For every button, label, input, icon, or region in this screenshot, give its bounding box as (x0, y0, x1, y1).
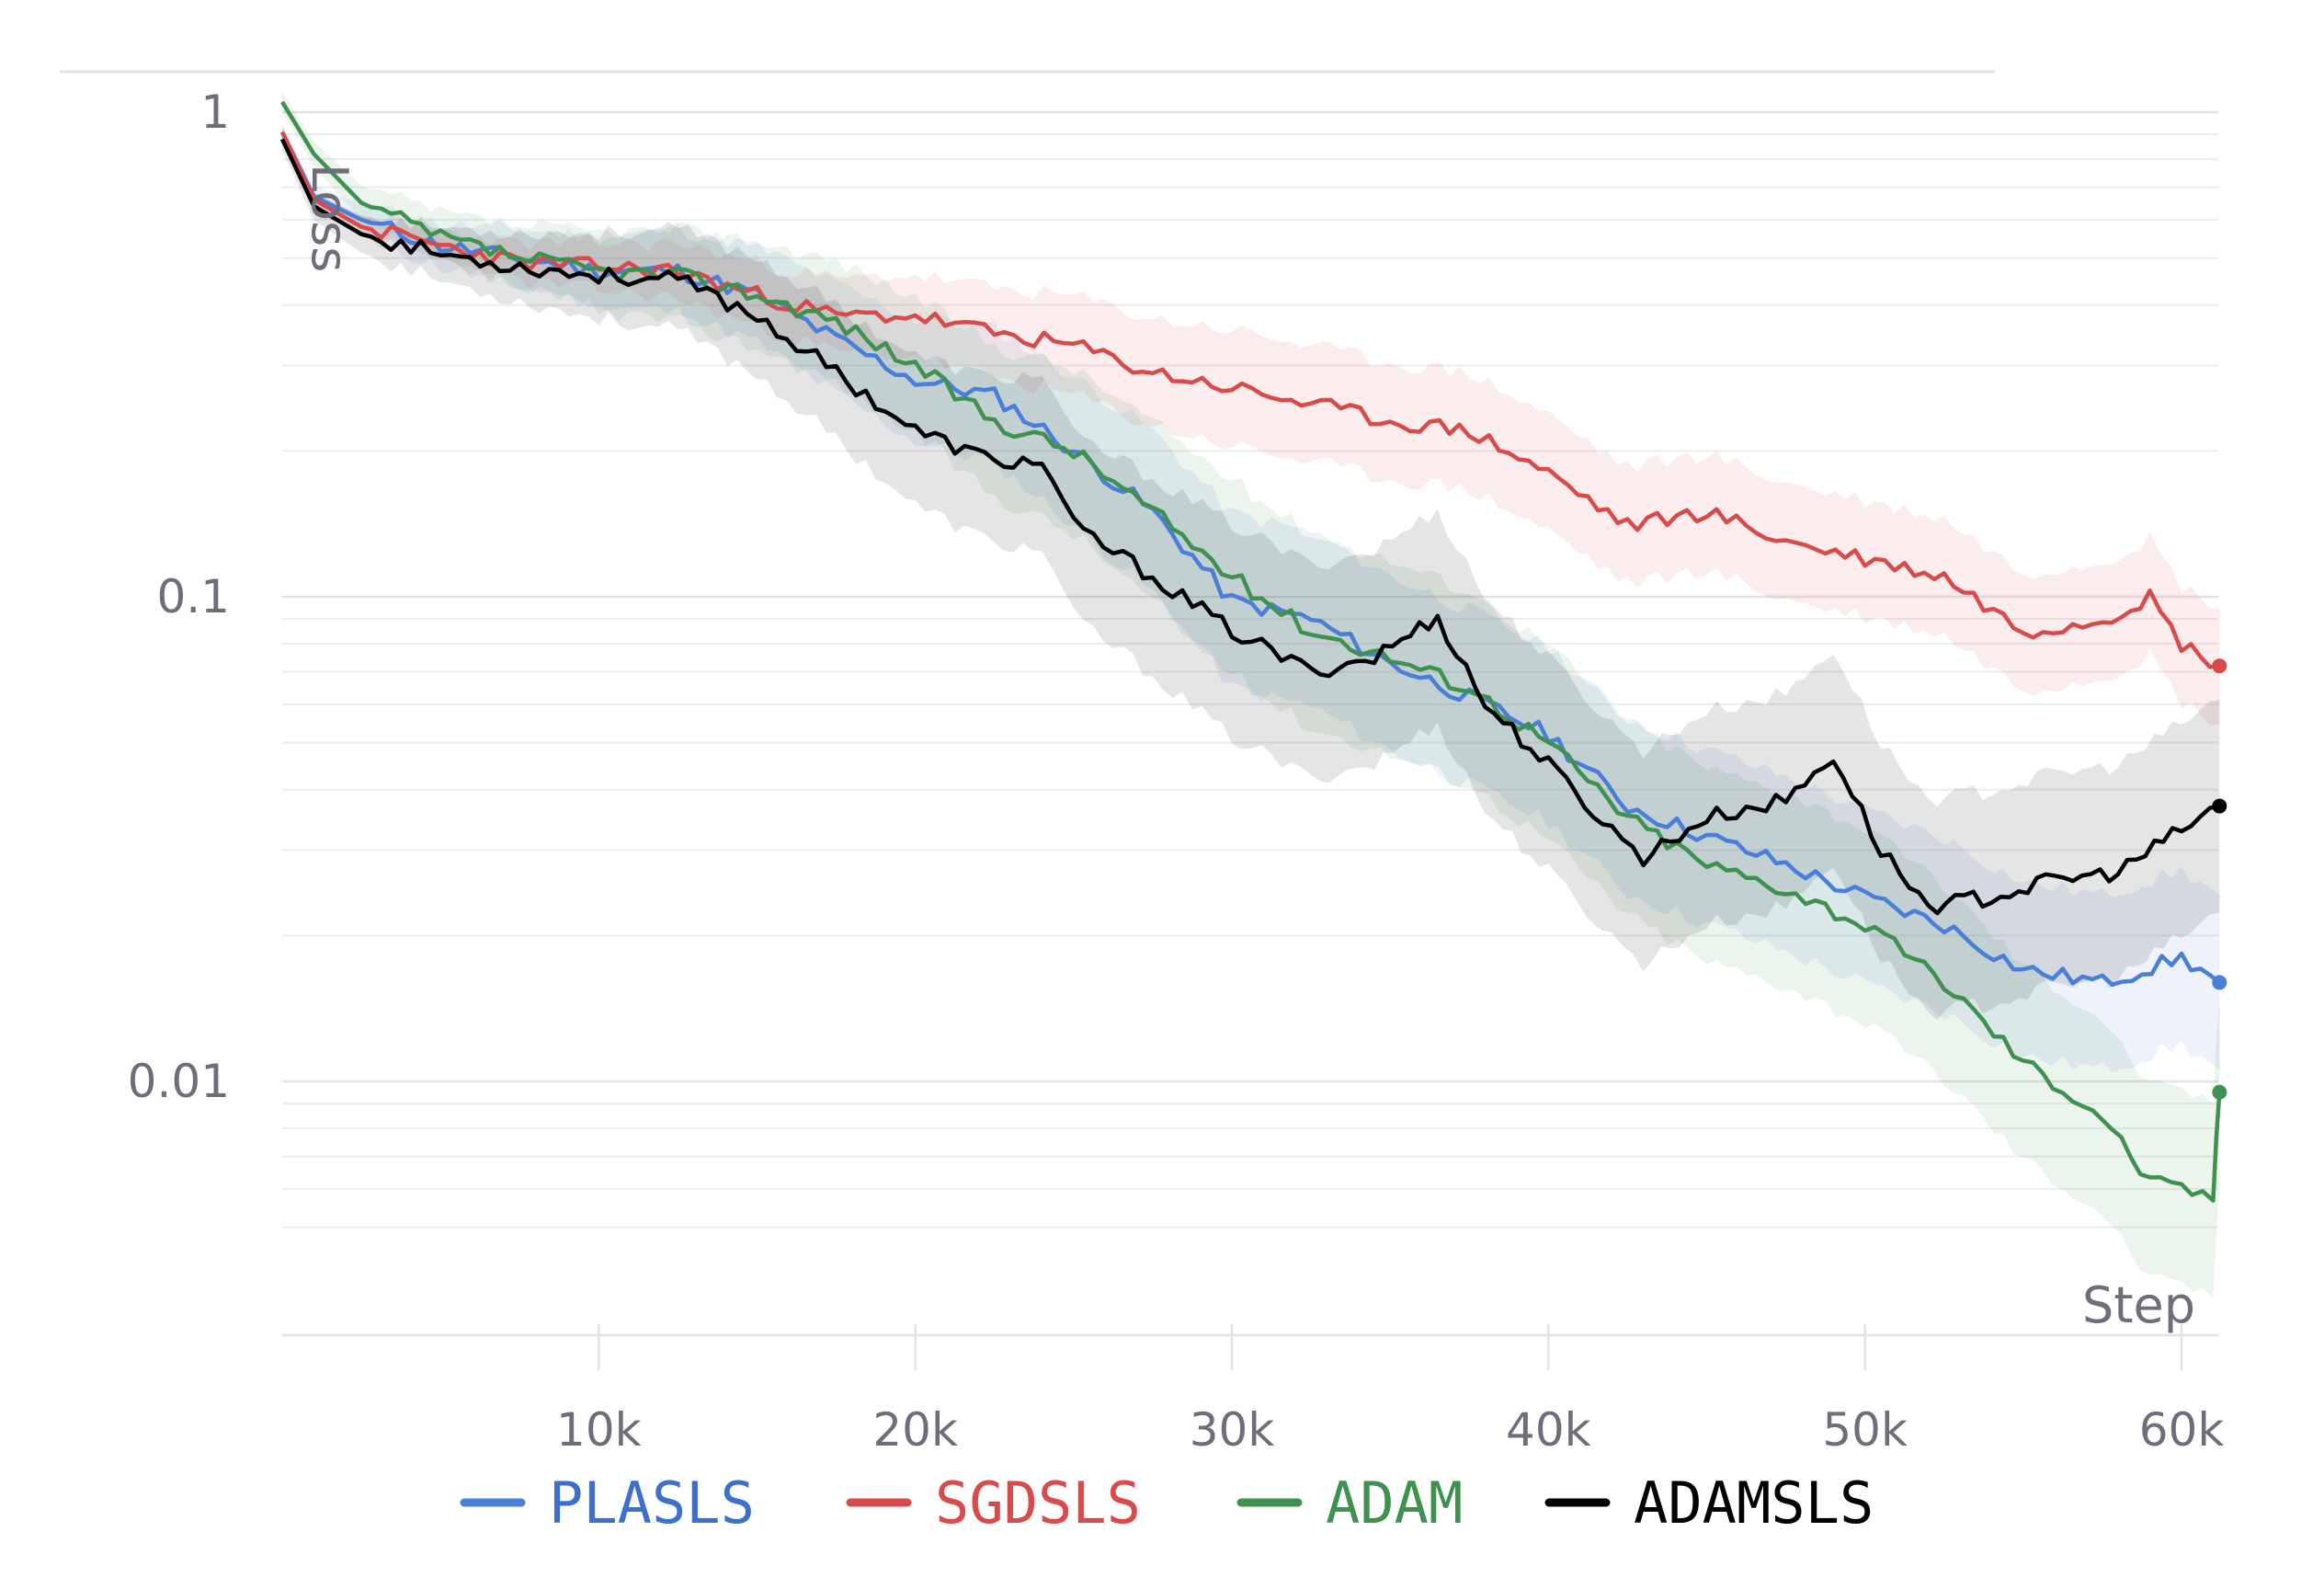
x-tick-label: 30k (1190, 1403, 1275, 1457)
x-tick-label: 40k (1506, 1403, 1591, 1457)
endpoint-adam[interactable] (2212, 1084, 2227, 1100)
x-tick-label: 60k (2139, 1403, 2225, 1457)
legend[interactable]: PLASLS SGDSLS ADAM ADAMSLS (460, 1469, 1874, 1537)
series-lines (279, 100, 2227, 1203)
legend-label[interactable]: ADAM (1326, 1469, 1463, 1537)
legend-label[interactable]: SGDSLS (935, 1469, 1141, 1537)
x-tick-label: 10k (556, 1403, 642, 1457)
y-tick-label: 0.01 (128, 1055, 230, 1108)
y-axis-ticks: 1 0.1 0.01 (128, 86, 230, 1108)
grid-lines (282, 110, 2218, 1337)
endpoint-adamsls[interactable] (2212, 798, 2227, 814)
band-adamsls (282, 128, 2220, 1020)
x-tick-label: 50k (1822, 1403, 1908, 1457)
y-tick-label: 1 (200, 86, 230, 139)
endpoint-plasls[interactable] (2212, 975, 2227, 990)
y-tick-label: 0.1 (156, 570, 230, 623)
confidence-bands (282, 92, 2220, 1297)
y-axis-title: Loss (301, 164, 359, 272)
x-axis-ticks: 10k 20k 30k 40k 50k 60k (556, 1324, 2224, 1457)
legend-label[interactable]: PLASLS (549, 1469, 755, 1537)
x-tick-label: 20k (872, 1403, 958, 1457)
band-sgdsls (282, 126, 2220, 726)
endpoint-sgdsls[interactable] (2212, 658, 2227, 674)
legend-label[interactable]: ADAMSLS (1634, 1469, 1874, 1537)
x-axis-title: Step (2082, 1276, 2195, 1334)
line-adamsls[interactable] (279, 138, 2220, 916)
